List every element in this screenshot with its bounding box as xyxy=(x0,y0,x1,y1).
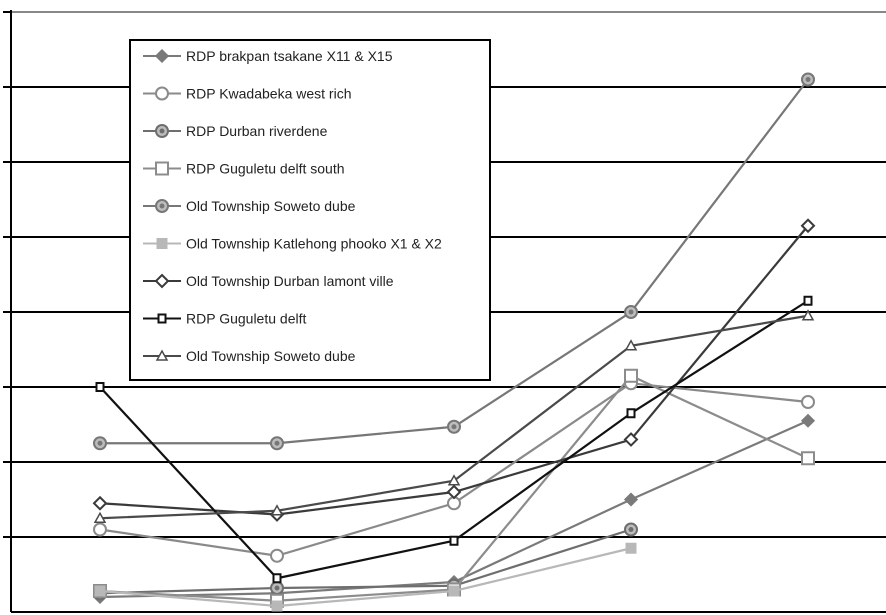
series-9 xyxy=(93,309,815,523)
data-point xyxy=(801,451,815,466)
data-point xyxy=(270,504,284,516)
data-point xyxy=(93,511,107,523)
legend-label: RDP brakpan tsakane X11 & X15 xyxy=(186,48,393,64)
data-point xyxy=(624,368,638,383)
legend-item: RDP Durban riverdene xyxy=(143,123,328,139)
legend-item: RDP Guguletu delft xyxy=(143,311,306,327)
data-point xyxy=(271,600,283,612)
data-point xyxy=(447,474,461,486)
data-point xyxy=(801,309,815,321)
data-point xyxy=(800,413,816,428)
data-point xyxy=(623,492,639,507)
legend-marker xyxy=(155,161,169,176)
data-point xyxy=(93,436,107,451)
legend-marker xyxy=(157,313,167,324)
legend-item: Old Township Durban lamont ville xyxy=(143,273,394,289)
legend-item: RDP brakpan tsakane X11 & X15 xyxy=(143,48,393,64)
data-point xyxy=(626,408,636,419)
legend-item: Old Township Katlehong phooko X1 & X2 xyxy=(143,236,442,252)
data-point xyxy=(801,395,815,409)
legend-item: RDP Kwadabeka west rich xyxy=(143,86,351,102)
data-point xyxy=(800,218,816,234)
legend-label: Old Township Katlehong phooko X1 & X2 xyxy=(186,236,442,252)
legend-label: Old Township Soweto dube xyxy=(186,198,356,214)
legend-label: RDP Durban riverdene xyxy=(186,123,328,139)
legend-label: Old Township Durban lamont ville xyxy=(186,273,394,289)
series-5 xyxy=(93,72,815,451)
series-layer xyxy=(92,72,816,612)
series-line xyxy=(99,547,632,608)
legend-marker xyxy=(154,273,170,289)
legend-marker xyxy=(155,349,169,361)
legend-marker xyxy=(155,199,169,213)
data-point xyxy=(803,295,813,306)
data-point xyxy=(801,72,815,87)
data-point xyxy=(625,542,637,554)
data-point xyxy=(270,436,284,451)
data-point xyxy=(623,432,639,447)
data-point xyxy=(447,419,461,434)
legend-label: Old Township Soweto dube xyxy=(186,348,356,364)
data-point xyxy=(95,382,105,392)
data-point xyxy=(93,522,107,537)
data-point xyxy=(270,548,284,563)
data-point xyxy=(624,522,638,537)
series-6 xyxy=(94,542,637,612)
data-point xyxy=(270,581,284,595)
legend-item: RDP Guguletu delft south xyxy=(143,161,345,177)
legend-item: Old Township Soweto dube xyxy=(143,198,356,214)
data-point xyxy=(94,585,106,597)
legend-box xyxy=(129,39,491,381)
series-7 xyxy=(92,218,816,522)
series-line xyxy=(99,528,632,595)
data-point xyxy=(92,495,108,511)
legend-label: RDP Guguletu delft xyxy=(186,311,306,327)
legend-marker xyxy=(155,124,169,138)
data-point xyxy=(446,484,462,500)
legend-marker xyxy=(156,238,168,249)
legend-items: RDP brakpan tsakane X11 & X15 RDP Kwadabe… xyxy=(143,48,442,364)
legend-marker xyxy=(154,48,170,64)
data-point xyxy=(272,573,282,584)
data-point xyxy=(449,535,459,546)
legend-item: Old Township Soweto dube xyxy=(143,348,356,364)
series-8 xyxy=(95,295,813,584)
data-point xyxy=(624,339,638,351)
data-point xyxy=(624,305,638,319)
legend-label: RDP Guguletu delft south xyxy=(186,161,345,177)
legend-label: RDP Kwadabeka west rich xyxy=(186,86,351,102)
data-point xyxy=(448,585,460,597)
legend: RDP brakpan tsakane X11 & X15 RDP Kwadabe… xyxy=(129,39,491,381)
legend-marker xyxy=(155,86,169,101)
